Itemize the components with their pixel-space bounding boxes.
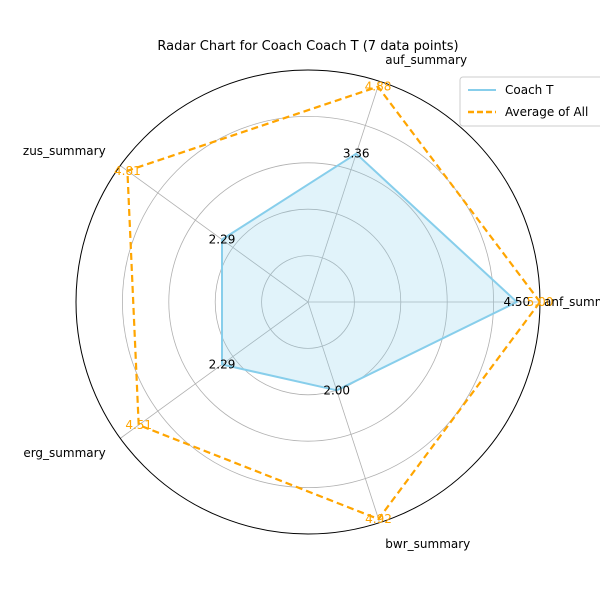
legend-label-average: Average of All <box>505 105 588 119</box>
value-label-average-of-all-zus_summary: 4.81 <box>114 164 141 178</box>
value-label-average-of-all-erg_summary: 4.51 <box>125 418 152 432</box>
value-label-coach-t-auf_summary: 3.36 <box>343 147 370 161</box>
series-line-coach-t <box>221 152 518 392</box>
radar-series <box>126 85 542 521</box>
value-label-coach-t-bwr_summary: 2.00 <box>323 383 350 397</box>
legend: Coach T Average of All <box>459 76 600 127</box>
axis-label-zus_summary: zus_summary <box>23 144 106 158</box>
value-label-coach-t-erg_summary: 2.29 <box>209 358 236 372</box>
grid-spoke-auf_summary <box>307 81 381 303</box>
value-label-average-of-all-auf_summary: 4.88 <box>365 80 392 94</box>
legend-label-coach: Coach T <box>505 83 554 97</box>
axis-label-auf_summary: auf_summary <box>385 53 467 67</box>
radar-grid <box>75 69 541 535</box>
radar-labels: 4.50 3.36 2.29 2.29 2.00 5.00 4.88 4.81 4.51 4.92… <box>23 53 600 551</box>
axis-label-bwr_summary: bwr_summary <box>385 537 470 551</box>
axis-label-erg_summary: erg_summary <box>23 446 105 460</box>
value-label-coach-t-anf_summary: 4.50 <box>503 295 530 309</box>
series-line-average-of-all <box>126 85 542 521</box>
value-label-average-of-all-anf_summary: 5.00 <box>527 295 554 309</box>
series-fill-coach-t <box>222 153 517 391</box>
axis-label-anf_summary: anf_summary <box>544 295 600 309</box>
chart-title: Radar Chart for Coach Coach T (7 data po… <box>157 39 458 54</box>
grid-spoke-zus_summary <box>120 165 309 303</box>
grid-spoke-erg_summary <box>120 301 309 439</box>
value-label-average-of-all-bwr_summary: 4.92 <box>365 512 392 526</box>
value-label-coach-t-zus_summary: 2.29 <box>209 233 236 247</box>
grid-spoke-bwr_summary <box>307 301 381 523</box>
